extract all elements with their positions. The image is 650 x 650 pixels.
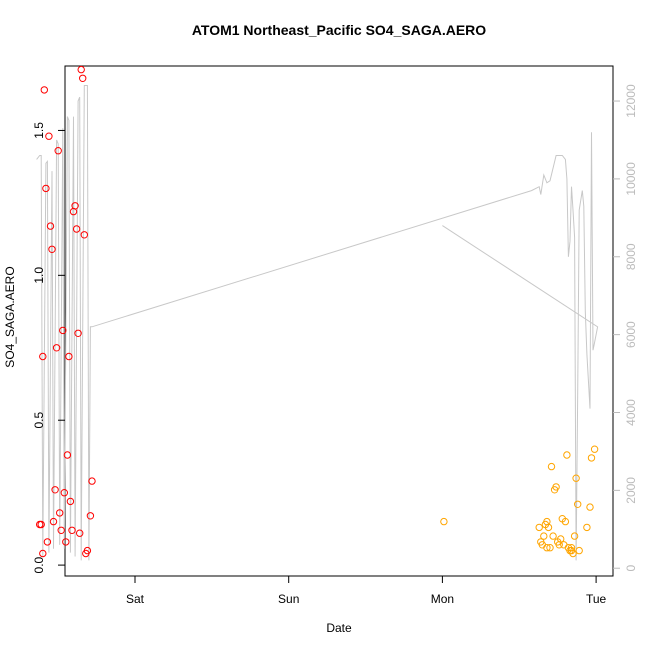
x-axis-label: Date: [326, 621, 352, 635]
orange-point: [572, 474, 580, 482]
orange-point: [543, 544, 551, 552]
y2-tick-label: 2000: [624, 477, 638, 504]
red-point: [57, 526, 65, 534]
red-point: [79, 74, 87, 83]
red-point: [65, 352, 73, 361]
red-point: [39, 549, 47, 558]
orange-point: [557, 535, 565, 543]
red-point: [36, 520, 44, 529]
orange-point: [586, 503, 594, 511]
orange-point: [561, 517, 570, 526]
y2-tick-label: 4000: [624, 399, 638, 426]
red-point: [76, 529, 84, 537]
red-point: [63, 451, 72, 459]
red-point: [80, 231, 89, 239]
red-point: [39, 352, 47, 361]
plot-area: 0.0 0.5 1.0 1.5 0 2000 4000 6000 8000 10000 12000 S…: [32, 65, 638, 606]
red-point: [86, 512, 95, 520]
orange-point: [567, 544, 576, 552]
orange-point: [440, 517, 448, 526]
orange-point: [535, 523, 543, 532]
x-tick-label: Sat: [126, 592, 145, 606]
altitude-line: [36, 85, 599, 561]
red-point: [45, 132, 53, 140]
orange-point: [549, 532, 557, 540]
red-point: [68, 526, 76, 534]
red-point: [40, 86, 48, 94]
chart-title: ATOM1 Northeast_Pacific SO4_SAGA.AERO: [192, 22, 486, 38]
y2-tick-label: 8000: [624, 243, 638, 270]
orange-point: [544, 523, 553, 532]
red-point: [60, 489, 69, 497]
red-point: [74, 329, 82, 337]
orange-point: [540, 532, 548, 540]
y2-tick-label: 6000: [624, 321, 638, 348]
red-point: [42, 184, 50, 193]
orange-point: [547, 462, 556, 471]
y-tick-label: 1.5: [32, 122, 46, 139]
orange-point: [590, 445, 599, 453]
red-point: [77, 65, 85, 74]
y2-tick-label: 10000: [624, 162, 638, 196]
red-point: [71, 202, 79, 210]
red-point: [48, 245, 56, 254]
red-point: [62, 538, 70, 546]
y2-tick-label: 12000: [624, 84, 638, 118]
red-point: [43, 538, 52, 546]
red-point: [88, 477, 96, 485]
red-point: [51, 486, 59, 494]
red-point: [83, 546, 92, 555]
orange-point: [560, 541, 568, 549]
orange-point: [552, 483, 560, 491]
red-point: [72, 225, 81, 233]
red-point: [46, 222, 55, 230]
red-point: [52, 344, 61, 352]
x-tick-label: Tue: [586, 592, 607, 606]
y-axis-label: SO4_SAGA.AERO: [3, 266, 17, 367]
orange-point: [570, 532, 579, 540]
y-tick-label: 1.0: [32, 267, 46, 284]
x-tick-label: Sun: [278, 592, 299, 606]
orange-point: [546, 544, 554, 552]
red-point: [66, 497, 75, 506]
orange-point: [587, 454, 596, 462]
orange-point: [575, 546, 583, 555]
orange-point: [574, 500, 582, 508]
red-point: [59, 326, 67, 335]
red-point: [49, 517, 58, 526]
plot-frame: [64, 65, 614, 577]
x-tick-label: Mon: [431, 592, 454, 606]
red-point: [54, 147, 62, 155]
red-point: [56, 509, 64, 517]
y2-tick-label: 0: [624, 565, 638, 572]
orange-point: [583, 523, 591, 532]
orange-point: [563, 451, 571, 459]
y-tick-label: 0.0: [32, 556, 46, 573]
y-tick-label: 0.5: [32, 412, 46, 429]
